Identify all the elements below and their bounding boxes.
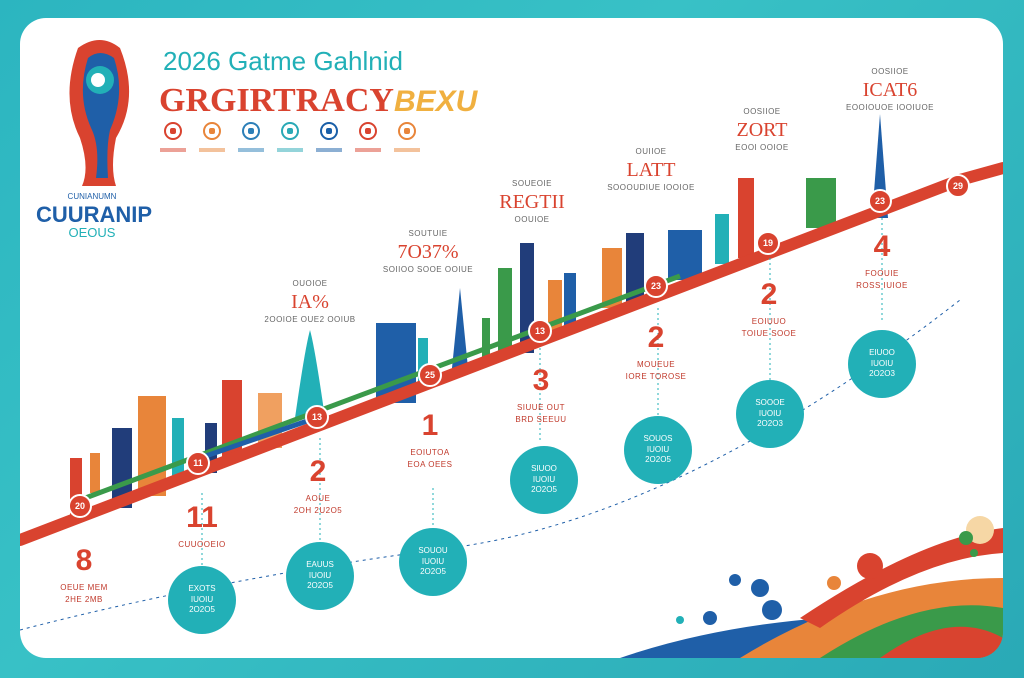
city-detail: 2OOIOE OUE2 OOIUB <box>264 315 356 324</box>
milestone-circle: SOUOU IUOIU 2O2O5 <box>399 528 467 596</box>
team-crest-5-icon <box>316 122 342 152</box>
circle-text: 2O2O5 <box>420 567 446 577</box>
milestone-layer: 20 8 OEUE MEM 2HE 2MB EXOTS IUOIU 2O2O5 11 11 CUU… <box>20 18 1003 658</box>
timeline-node: 20 <box>68 494 92 518</box>
stage-detail: EOA OEES <box>407 460 453 469</box>
team-crest-3-icon <box>238 122 264 152</box>
timeline-node: 13 <box>528 319 552 343</box>
city-name: 7O37% <box>397 241 459 263</box>
city-caption: OOSIIOE <box>871 67 909 76</box>
circle-text: IUOIU <box>421 556 445 566</box>
timeline-node: 11 <box>186 451 210 475</box>
stage-detail: BRD SEEUU <box>515 415 567 424</box>
circle-text: 2O2O5 <box>189 605 215 615</box>
city-name: ZORT <box>736 119 788 141</box>
stage-number: 11 <box>186 501 218 534</box>
city-caption: OUOIOE <box>292 279 328 288</box>
infographic-card: 2026 Gatme Gahlnid GRGIRTRACYBEXU CUNIAN… <box>20 18 1003 658</box>
timeline-node: 19 <box>756 231 780 255</box>
stage-number: 2 <box>760 278 778 311</box>
page-title: 2026 Gatme Gahlnid <box>163 46 403 76</box>
milestone-circle: SIUOO IUOIU 2O2O5 <box>510 446 578 514</box>
city-caption: SOUTUIE <box>408 229 448 238</box>
circle-text: 2O2O5 <box>531 485 557 495</box>
timeline-node: 13 <box>305 405 329 429</box>
city-caption: OUIIOE <box>635 147 667 156</box>
team-icon-row <box>160 122 420 152</box>
city-caption: SOUEOIE <box>512 179 552 188</box>
city-detail: SOOOUDIUE IOOIOE <box>607 183 695 192</box>
circle-text: EIUOO <box>869 348 895 358</box>
circle-text: 2O2O5 <box>645 455 671 465</box>
stage-label: SIUUE OUT <box>516 403 566 412</box>
circle-text: IUOIU <box>532 474 556 484</box>
stage-number: 4 <box>873 230 891 263</box>
stage-number: 3 <box>532 364 550 397</box>
circle-text: IUOIU <box>758 408 782 418</box>
milestone-circle: SOOOE IUOIU 2O2O3 <box>736 380 804 448</box>
circle-text: EXOTS <box>188 584 216 594</box>
stage-label: CUUOOEIO <box>178 540 226 549</box>
circle-text: SIUOO <box>531 464 557 474</box>
city-detail: EOOIOUOE IOOIUOE <box>845 103 935 112</box>
team-crest-2-icon <box>199 122 225 152</box>
stage-detail: ROSS IUIOE <box>856 281 908 290</box>
stage-number: 2 <box>309 455 327 488</box>
city-detail: OOUIOE <box>514 215 550 224</box>
circle-text: 2O2O3 <box>869 369 895 379</box>
stage-detail: IORE TOROSE <box>625 372 687 381</box>
logo-caption: CUNIANUMN <box>67 192 117 201</box>
circle-text: SOOOE <box>755 398 785 408</box>
circle-text: IUOIU <box>308 570 332 580</box>
timeline-node: 29 <box>946 174 970 198</box>
stage-number: 1 <box>421 409 439 442</box>
city-detail: EOOI OOIOE <box>735 143 789 152</box>
stage-label: EOIUUO <box>751 317 787 326</box>
circle-text: EAUUS <box>306 560 334 570</box>
timeline-node: 23 <box>868 189 892 213</box>
circle-text: 2O2O3 <box>757 419 783 429</box>
city-detail: SOIIOO SOOE OOIUE <box>382 265 474 274</box>
circle-text: SOUOS <box>643 434 673 444</box>
decorative-waves <box>620 516 1003 658</box>
city-name: LATT <box>626 159 676 181</box>
stage-detail: 2HE 2MB <box>65 595 103 604</box>
circle-text: 2O2O5 <box>307 581 333 591</box>
stage-number: 2 <box>647 321 665 354</box>
stage-detail: TOIUE SOOE <box>741 329 797 338</box>
city-name: ICAT6 <box>862 79 918 101</box>
milestone-circle: SOUOS IUOIU 2O2O5 <box>624 416 692 484</box>
milestone-circle: EAUUS IUOIU 2O2O5 <box>286 542 354 610</box>
stage-number: 8 <box>75 544 93 577</box>
stage-detail: 2OH 2U2O5 <box>293 506 343 515</box>
trophy-logo <box>69 40 130 186</box>
subtitle-accent: BEXU <box>393 85 478 118</box>
milestone-circle: EIUOO IUOIU 2O2O3 <box>848 330 916 398</box>
team-crest-1-icon <box>160 122 186 152</box>
city-label-layer: OUOIOE IA% 2OOIOE OUE2 OOIUB SOUTUIE 7O37% SO… <box>20 18 1003 658</box>
stage-label: EOIUTOA <box>410 448 450 457</box>
circle-text: SOUOU <box>418 546 448 556</box>
timeline-node: 25 <box>418 363 442 387</box>
timeline-node: 23 <box>644 274 668 298</box>
dotted-connector <box>20 299 961 631</box>
city-caption: OOSIIOE <box>743 107 781 116</box>
circle-text: IUOIU <box>190 594 214 604</box>
subtitle-main: GRGIRTRACY <box>159 82 394 119</box>
logo-subword: OEOUS <box>68 225 116 240</box>
logo-wordmark: CUURANIP <box>35 202 153 227</box>
stage-label: AOUE <box>305 494 331 503</box>
circle-text: IUOIU <box>646 444 670 454</box>
stage-label: FOOUIE <box>865 269 899 278</box>
team-crest-6-icon <box>355 122 381 152</box>
city-name: IA% <box>291 291 329 313</box>
milestone-circle: EXOTS IUOIU 2O2O5 <box>168 566 236 634</box>
stage-label: OEUE MEM <box>60 583 108 592</box>
page-subtitle: GRGIRTRACYBEXU <box>159 84 477 118</box>
circle-text: IUOIU <box>870 358 894 368</box>
stage-label: MOUEUE <box>636 360 676 369</box>
city-name: REGTII <box>499 191 565 213</box>
team-crest-4-icon <box>277 122 303 152</box>
team-crest-7-icon <box>394 122 420 152</box>
